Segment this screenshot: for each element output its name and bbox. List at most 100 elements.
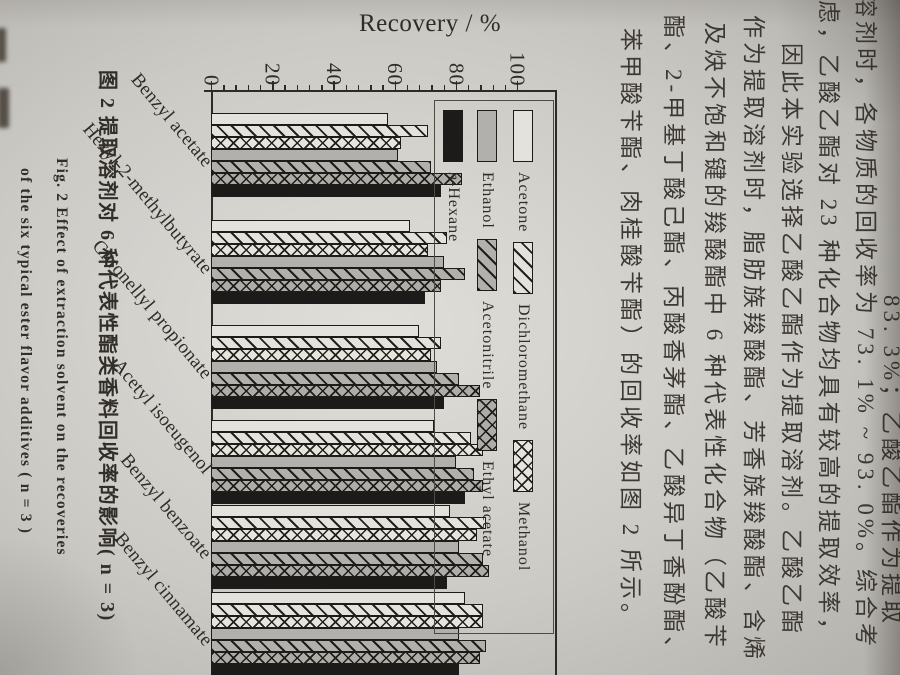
bar-ethanol: [211, 149, 398, 161]
legend-swatch-ethyl-acetate: [477, 399, 497, 452]
tick-label: 0: [199, 74, 224, 87]
bar-group-hexyl-2-methylbutyrate: [211, 220, 556, 304]
minor-tick: [382, 85, 384, 90]
bar-dichloromethane: [211, 517, 487, 529]
tick-label: 60: [383, 63, 408, 86]
figure-caption-en-line2: of the six typical ester flavor additive…: [17, 168, 34, 535]
bar-acetonitrile: [211, 373, 459, 385]
bar-ethyl-acetate: [211, 480, 484, 492]
tick-label: 40: [321, 63, 346, 86]
body-text-column: 溶剂时，各物质的回收率为 73. 1% ~ 93. 0%。综合考: [853, 0, 878, 651]
bar-n-hexane: [211, 397, 444, 409]
legend-label: Ethanol: [479, 172, 496, 229]
bar-dichloromethane: [211, 337, 441, 349]
minor-tick: [406, 85, 409, 90]
tick-label: 20: [260, 63, 285, 86]
legend-column: Ethanol Acetonitrile Ethyl acetate: [471, 101, 503, 557]
tick-label: 80: [444, 63, 469, 86]
major-tick: [394, 81, 396, 90]
minor-tick: [504, 85, 507, 90]
minor-tick: [321, 85, 323, 90]
chart-legend: n-Hexane Ethanol Acetonitrile Ethyl acetate…: [434, 100, 554, 634]
bar-methanol: [211, 137, 401, 149]
minor-tick: [431, 85, 433, 90]
figure-caption-en-line1: Fig. 2 Effect of extraction solvent on t…: [53, 158, 70, 556]
minor-tick: [492, 85, 494, 90]
minor-tick: [443, 85, 445, 90]
body-text-column: 虑，乙酸乙酯对 23 种化合物均具有较高的提取效率，: [816, 0, 841, 645]
legend-column: n-Hexane: [437, 101, 469, 242]
bar-ethanol: [211, 628, 459, 640]
minor-tick: [259, 85, 262, 90]
bar-n-hexane: [211, 292, 426, 304]
bar-acetonitrile: [211, 640, 487, 652]
bar-n-hexane: [211, 492, 465, 504]
bar-ethanol: [211, 256, 444, 268]
minor-tick: [480, 85, 482, 90]
bar-ethyl-acetate: [211, 565, 490, 577]
bar-acetonitrile: [211, 468, 475, 480]
minor-tick: [419, 85, 421, 90]
page-edge-text-fragment: [0, 28, 6, 62]
bar-acetone: [211, 505, 450, 517]
bar-dichloromethane: [211, 125, 429, 137]
bar-ethyl-acetate: [211, 280, 441, 292]
major-tick: [455, 81, 458, 90]
major-tick: [211, 81, 213, 90]
bar-acetonitrile: [211, 161, 432, 173]
legend-label: Methanol: [515, 502, 532, 572]
minor-tick: [284, 85, 286, 90]
bar-acetone: [211, 592, 465, 604]
minor-tick: [345, 85, 348, 90]
bar-acetonitrile: [211, 268, 465, 280]
bar-group-citronellyl-propionate: [211, 325, 556, 409]
bar-ethyl-acetate: [211, 652, 481, 664]
legend-label: Dichloromethane: [515, 304, 532, 431]
bar-acetone: [211, 325, 420, 337]
legend-label: Acetone: [515, 172, 532, 233]
bar-methanol: [211, 349, 432, 361]
bar-ethyl-acetate: [211, 385, 481, 397]
page-edge-text-fragment: [0, 88, 9, 128]
legend-label: n-Hexane: [445, 172, 462, 243]
chart-value-axis-title: Recovery / %: [358, 10, 502, 37]
bar-n-hexane: [211, 185, 441, 197]
bar-ethyl-acetate: [211, 173, 462, 185]
legend-swatch-ethanol: [477, 110, 497, 162]
value-axis-line: [204, 90, 557, 92]
bar-methanol: [211, 244, 429, 256]
bar-n-hexane: [211, 664, 459, 675]
legend-swatch-n-hexane: [443, 110, 463, 162]
bar-dichloromethane: [211, 432, 472, 444]
bar-acetonitrile: [211, 553, 484, 565]
bar-group-benzyl-cinnamate: [211, 592, 556, 675]
bar-group-benzyl-benzoate: [211, 505, 556, 589]
bar-acetone: [211, 220, 410, 232]
legend-swatch-methanol: [513, 440, 533, 493]
bar-acetone: [211, 420, 435, 432]
bar-group-benzyl-acetate: [211, 113, 556, 197]
bar-acetone: [211, 113, 389, 125]
legend-label: Acetonitrile: [479, 300, 496, 390]
minor-tick: [235, 85, 237, 90]
major-tick: [333, 81, 335, 90]
minor-tick: [308, 85, 311, 90]
minor-tick: [247, 85, 250, 90]
minor-tick: [296, 85, 299, 90]
figure-caption-zh: 图 2 提取溶剂对 6 种代表性酯类香料回收率的影响( n = 3): [96, 70, 118, 622]
legend-swatch-acetone: [513, 110, 533, 162]
bar-ethanol: [211, 361, 438, 373]
major-tick: [517, 81, 519, 90]
bar-dichloromethane: [211, 604, 484, 616]
body-text-column: 酯、2-甲基丁酸己酯、丙酸香茅酯、乙酸异丁香酚酯、: [661, 15, 686, 664]
tick-label: 100: [505, 51, 530, 87]
minor-tick: [468, 85, 470, 90]
bar-ethanol: [211, 541, 459, 553]
body-text-column: 因此本实验选择乙酸乙酯作为提取溶剂。乙酸乙酯: [779, 43, 804, 637]
bar-group-acetyl-isoeugenol: [211, 420, 556, 504]
bar-ethanol: [211, 456, 456, 468]
legend-swatch-acetonitrile: [477, 238, 497, 291]
body-text-column: 苯甲酸苄酯、肉桂酸苄酯）的回收率如图 2 所示。: [618, 28, 643, 630]
bar-dichloromethane: [211, 232, 447, 244]
